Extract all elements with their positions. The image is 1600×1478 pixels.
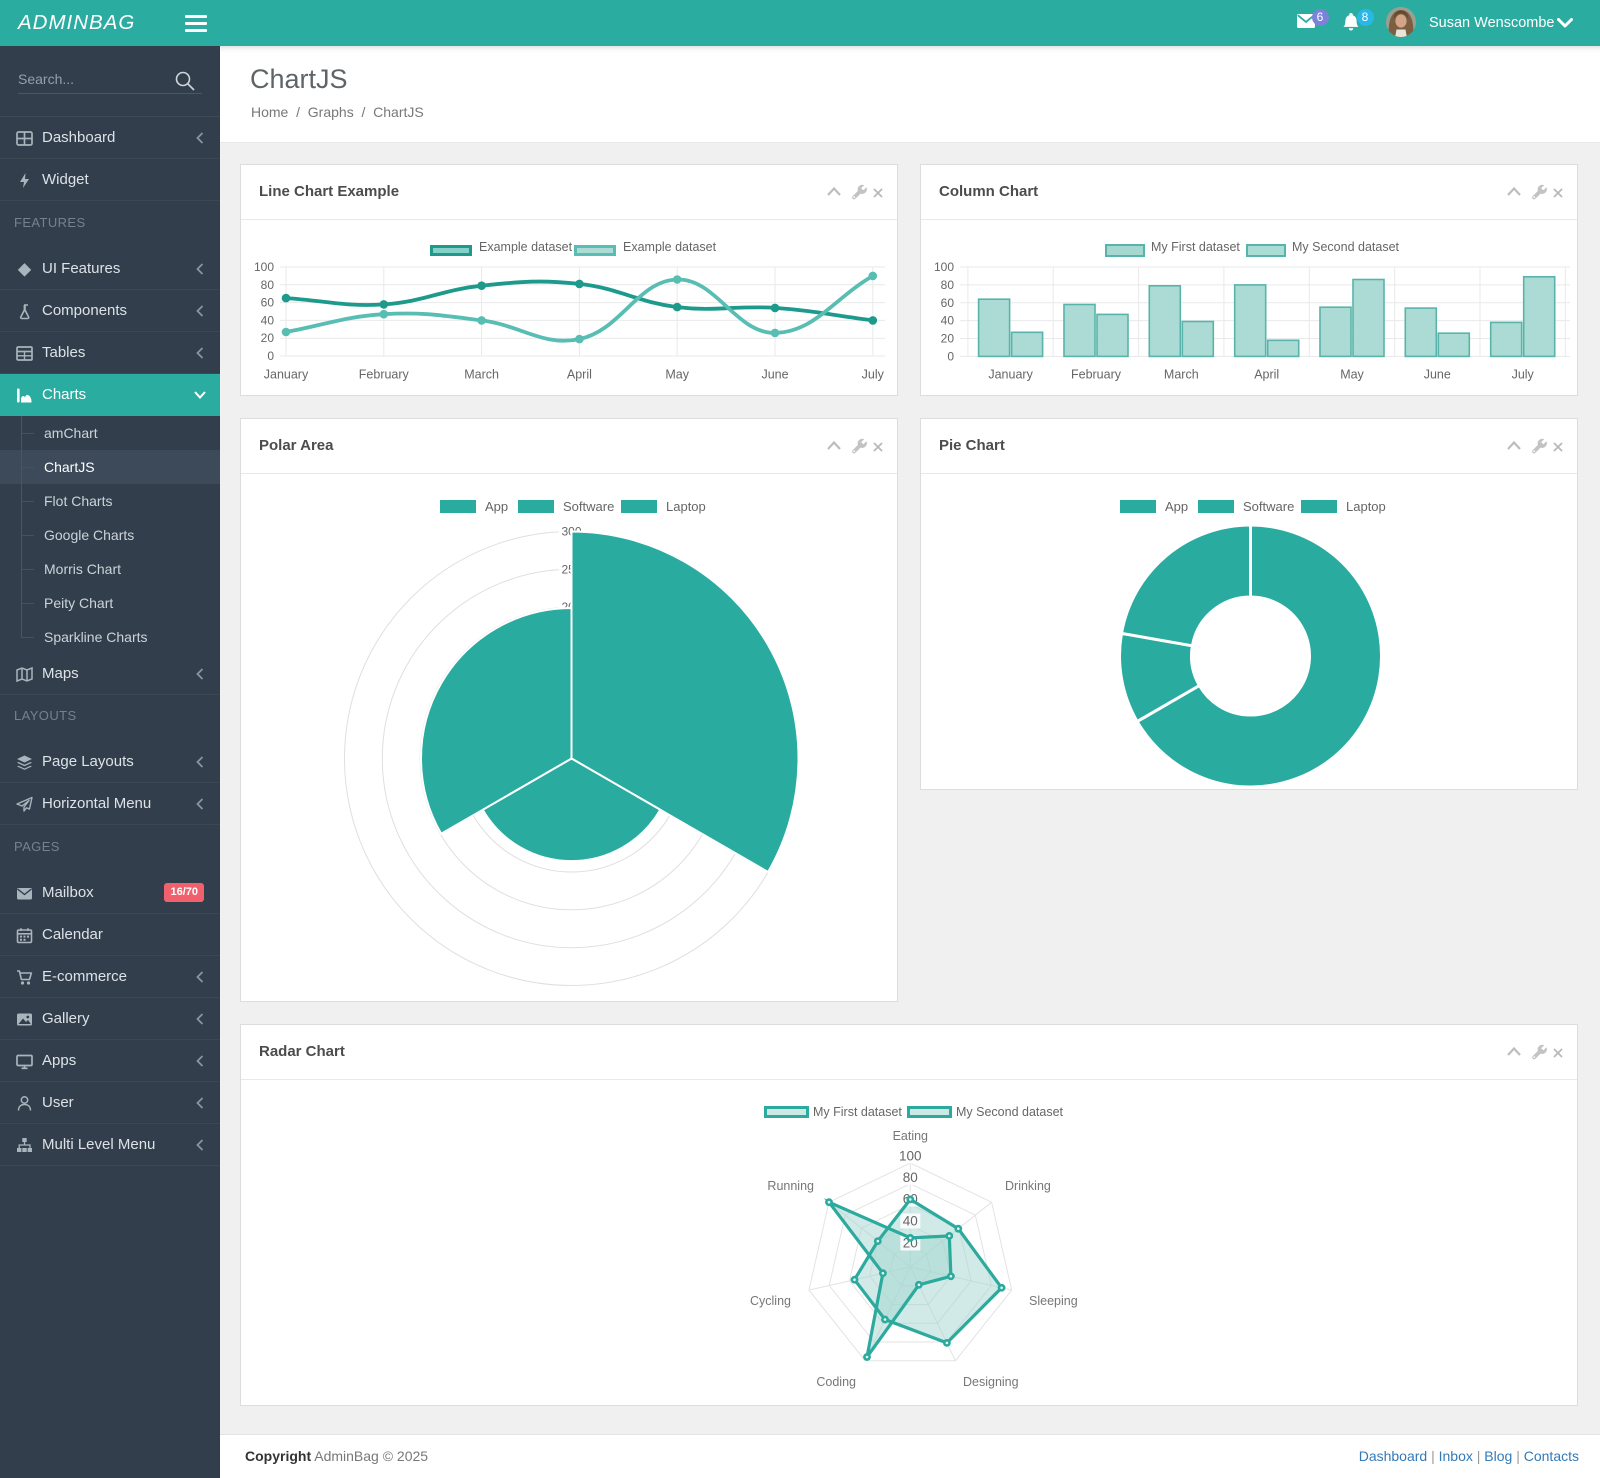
svg-text:February: February bbox=[1071, 368, 1122, 382]
svg-text:April: April bbox=[1254, 368, 1279, 382]
svg-text:January: January bbox=[264, 368, 309, 382]
svg-text:Sleeping: Sleeping bbox=[1029, 1294, 1078, 1308]
svg-text:June: June bbox=[761, 368, 788, 382]
svg-text:May: May bbox=[1340, 368, 1364, 382]
svg-text:100: 100 bbox=[254, 260, 274, 274]
svg-text:Drinking: Drinking bbox=[1005, 1179, 1051, 1193]
svg-text:March: March bbox=[1164, 368, 1199, 382]
svg-text:May: May bbox=[665, 368, 689, 382]
svg-text:April: April bbox=[567, 368, 592, 382]
svg-text:Eating: Eating bbox=[893, 1129, 928, 1143]
svg-text:February: February bbox=[359, 368, 410, 382]
svg-text:40: 40 bbox=[903, 1214, 918, 1229]
svg-text:20: 20 bbox=[261, 331, 275, 345]
svg-text:July: July bbox=[862, 368, 885, 382]
svg-text:January: January bbox=[988, 368, 1033, 382]
svg-text:40: 40 bbox=[261, 313, 275, 327]
svg-text:60: 60 bbox=[261, 296, 275, 310]
svg-text:July: July bbox=[1512, 368, 1535, 382]
svg-text:100: 100 bbox=[934, 260, 954, 274]
svg-text:20: 20 bbox=[941, 332, 955, 346]
svg-text:March: March bbox=[464, 368, 499, 382]
svg-text:Coding: Coding bbox=[816, 1375, 856, 1389]
svg-text:60: 60 bbox=[941, 296, 955, 310]
svg-text:Designing: Designing bbox=[963, 1375, 1019, 1389]
svg-text:0: 0 bbox=[267, 349, 274, 363]
svg-text:Cycling: Cycling bbox=[750, 1294, 791, 1308]
svg-text:June: June bbox=[1424, 368, 1451, 382]
svg-text:80: 80 bbox=[941, 278, 955, 292]
svg-text:0: 0 bbox=[947, 349, 954, 363]
svg-text:40: 40 bbox=[941, 314, 955, 328]
svg-text:100: 100 bbox=[899, 1149, 922, 1164]
svg-text:Running: Running bbox=[767, 1179, 814, 1193]
svg-text:80: 80 bbox=[261, 278, 275, 292]
svg-text:80: 80 bbox=[903, 1170, 918, 1185]
